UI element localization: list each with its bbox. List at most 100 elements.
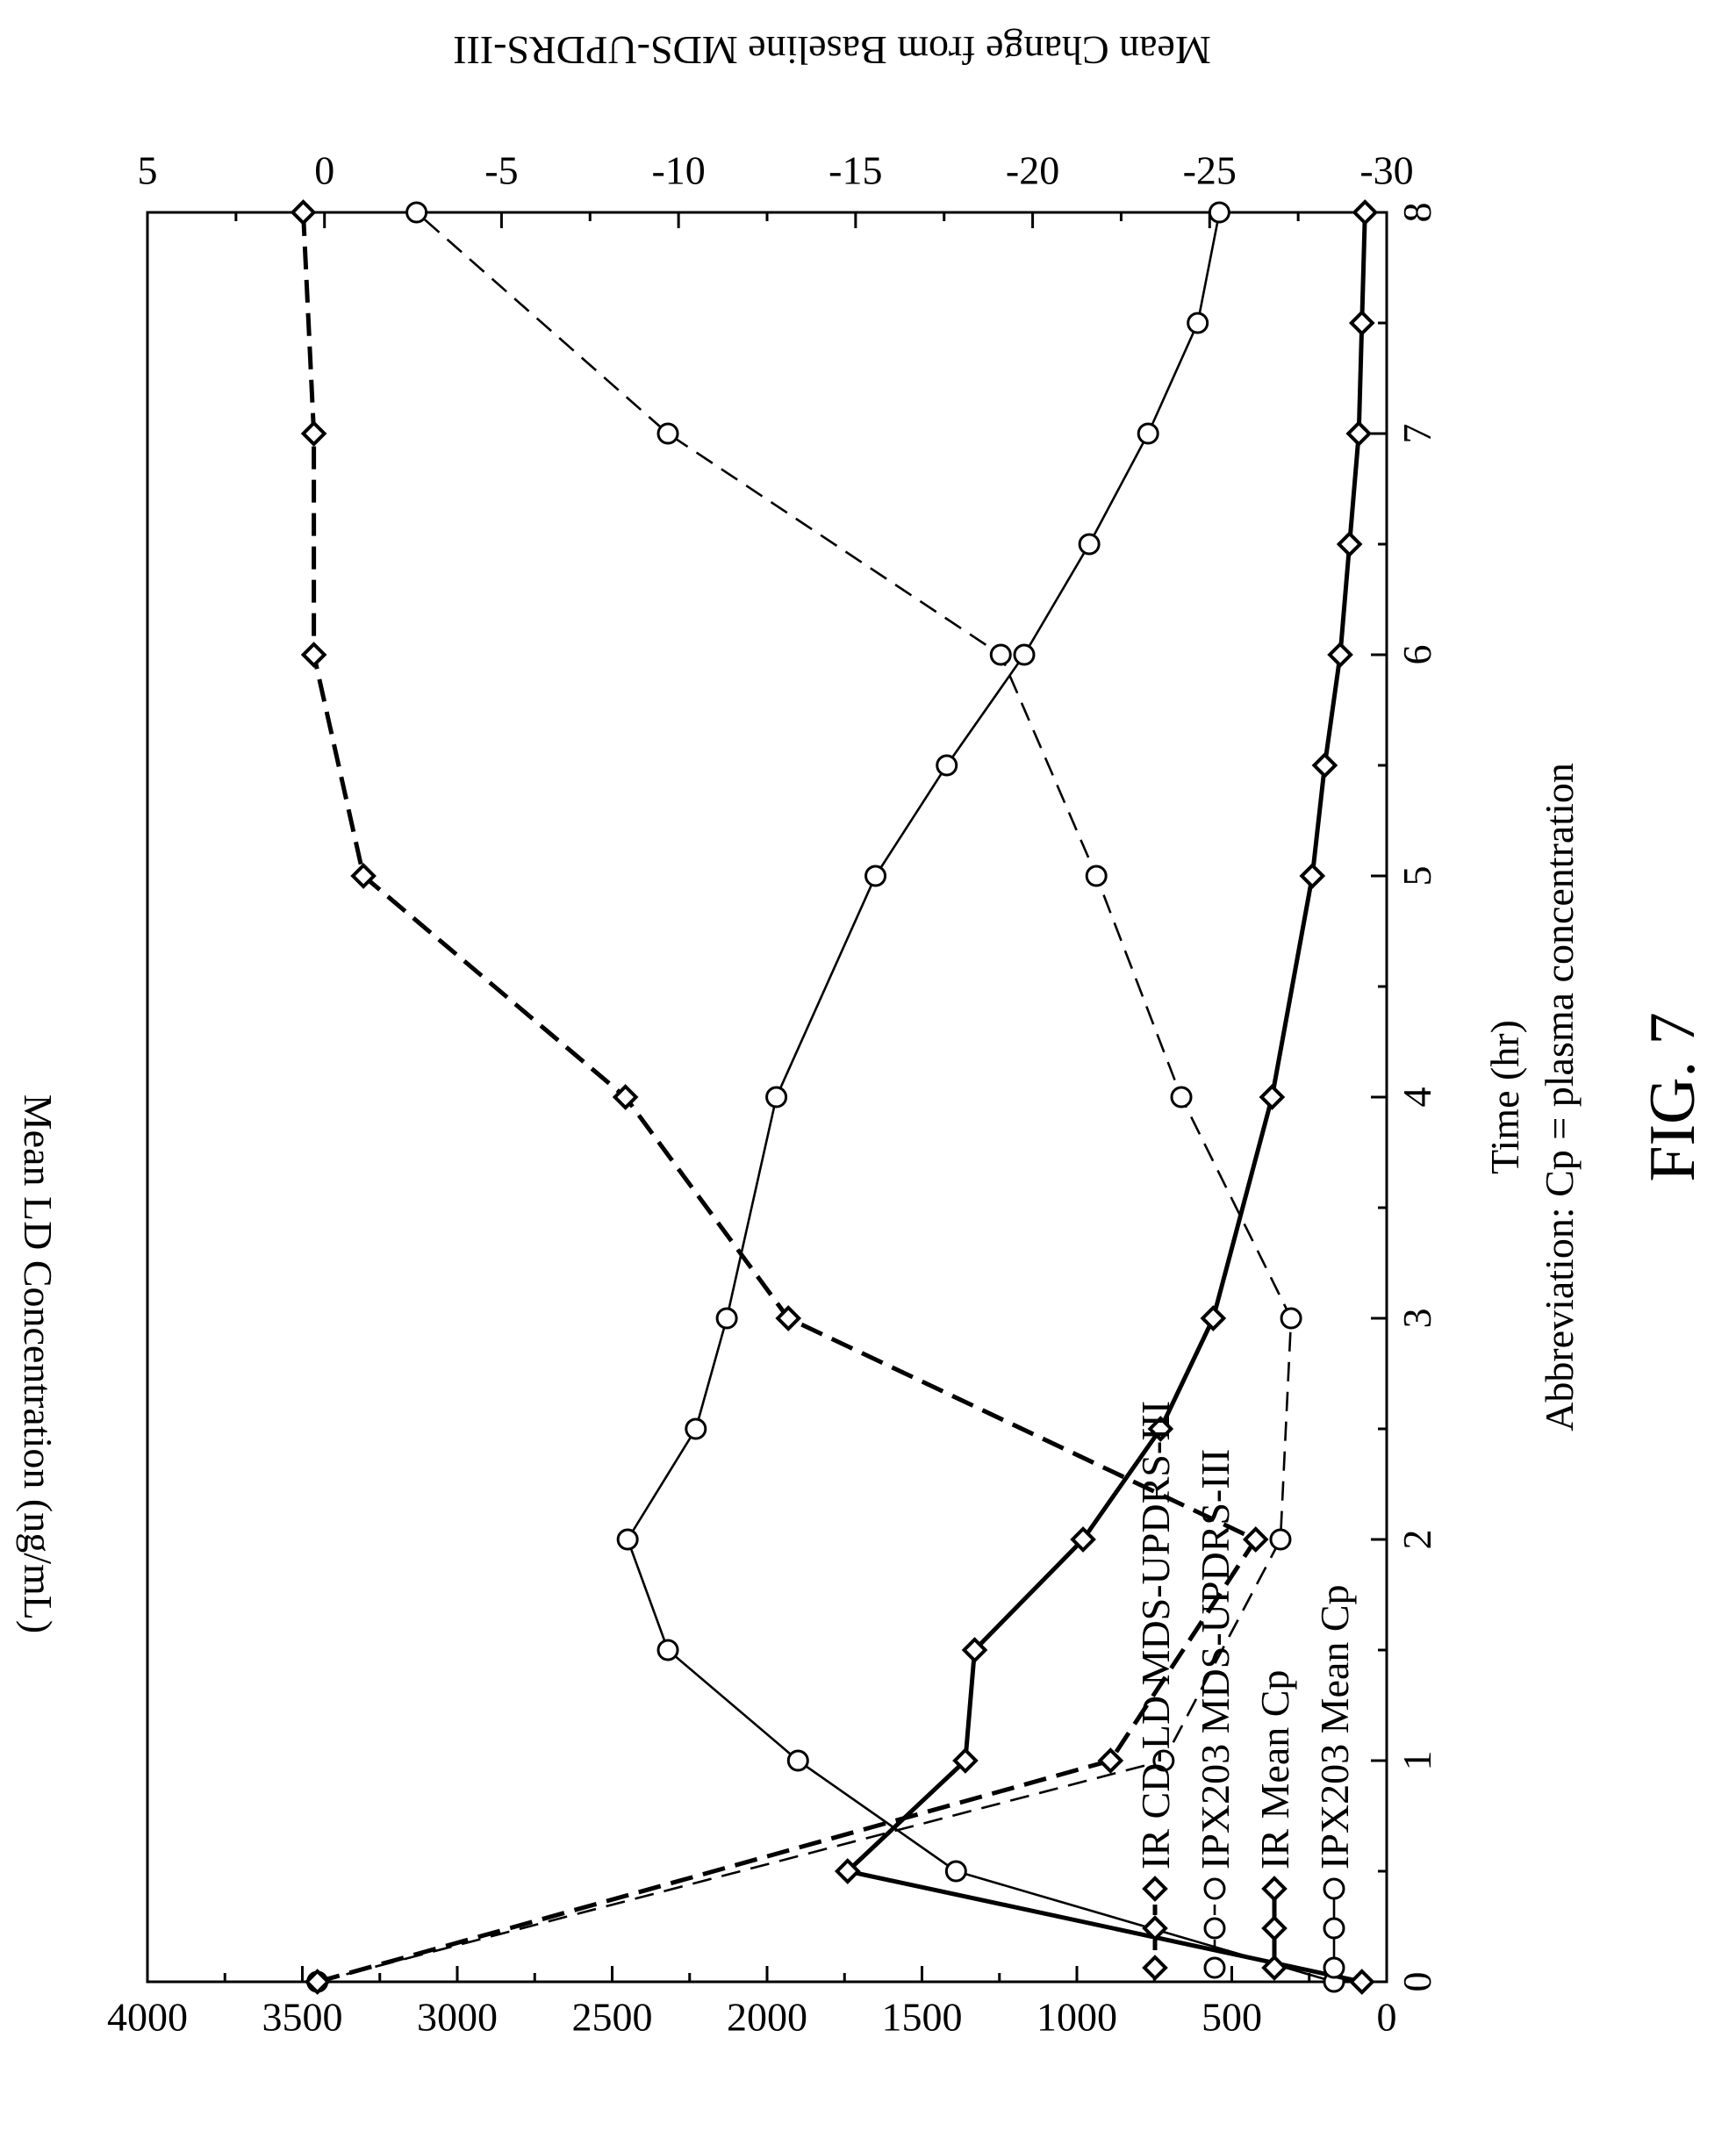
series-3 — [290, 199, 1269, 1995]
x-tick-label: 1 — [1395, 1751, 1439, 1771]
legend-label: IR Mean Cp — [1252, 1670, 1297, 1869]
data-point — [1097, 1747, 1124, 1774]
y-tick-label: 4000 — [107, 1995, 188, 2040]
y-tick-label: 3000 — [417, 1995, 498, 2040]
legend-marker — [1323, 1956, 1345, 1979]
data-point — [1352, 199, 1379, 226]
data-point — [775, 1305, 802, 1331]
data-point — [936, 754, 958, 777]
x-tick-label: 8 — [1395, 203, 1439, 223]
legend-label: IR CD-LD MDS-UPDRS-III — [1133, 1401, 1178, 1869]
data-point — [685, 1417, 707, 1440]
y2-tick-label: -5 — [484, 148, 518, 193]
data-point — [1311, 752, 1338, 778]
y2-tick-labels: 5 0 -5 -10 -15 -20 -25 -30 — [138, 148, 1414, 193]
data-point — [786, 1749, 809, 1772]
data-point — [300, 420, 327, 447]
x-tick-label: 3 — [1395, 1309, 1439, 1329]
data-point — [1299, 863, 1326, 889]
y-tick-label: 2500 — [572, 1995, 653, 2040]
x-tick-label: 4 — [1395, 1087, 1439, 1108]
x-tick-label: 6 — [1395, 645, 1439, 665]
data-point — [1078, 533, 1101, 556]
data-point — [1242, 1526, 1269, 1553]
y2-tick-label: -25 — [1183, 148, 1237, 193]
y-tick-label: 1500 — [882, 1995, 963, 2040]
y2-tick-label: -15 — [829, 148, 882, 193]
legend-marker — [1203, 1917, 1226, 1940]
legend-label: IPX203 MDS-UPDRS-III — [1193, 1449, 1237, 1869]
data-point — [612, 1084, 639, 1110]
data-point — [864, 865, 887, 887]
series-layer — [290, 199, 1379, 1995]
data-point — [1147, 1416, 1174, 1442]
y-tick-label: 3500 — [262, 1995, 343, 2040]
figure-label: FIG. 7 — [1637, 1012, 1709, 1181]
data-point — [290, 199, 317, 226]
y2-tick-label: -30 — [1359, 148, 1413, 193]
x-tick-label: 7 — [1395, 424, 1439, 444]
data-point — [1085, 865, 1108, 887]
y-tick-label: 500 — [1202, 1995, 1262, 2040]
x-axis-title: Time (hr) — [1482, 1020, 1527, 1174]
data-point — [1070, 1526, 1096, 1553]
legend-label: IPX203 Mean Cp — [1312, 1584, 1357, 1869]
y2-tick-label: 0 — [314, 148, 334, 193]
legend-marker — [1203, 1877, 1226, 1900]
legend-marker — [1261, 1955, 1288, 1981]
data-point — [1348, 310, 1375, 336]
series-1 — [834, 199, 1379, 1995]
legend-marker — [1142, 1955, 1168, 1981]
data-point — [1152, 1749, 1175, 1772]
data-point — [405, 201, 428, 224]
data-point — [715, 1307, 738, 1330]
data-point — [1137, 422, 1159, 445]
y2-tick-label: -20 — [1006, 148, 1059, 193]
y2-tick-label: 5 — [138, 148, 158, 193]
legend-marker — [1203, 1956, 1226, 1979]
data-point — [656, 422, 679, 445]
legend-marker — [1261, 1915, 1288, 1941]
abbreviation-note: Abbreviation: Cp = plasma concentration — [1537, 763, 1582, 1431]
legend-marker — [1142, 1915, 1168, 1941]
data-point — [1327, 642, 1353, 668]
data-point — [952, 1747, 979, 1774]
legend-marker — [1323, 1917, 1345, 1940]
data-point — [1345, 420, 1373, 447]
data-point — [1208, 201, 1230, 224]
y2-tick-label: -10 — [651, 148, 705, 193]
y2-axis-title: Mean Change from Baseline MDS-UPDRS-III — [453, 28, 1211, 73]
data-point — [1170, 1086, 1193, 1109]
legend-marker — [1261, 1876, 1288, 1902]
data-point — [961, 1637, 988, 1663]
data-point — [616, 1528, 639, 1551]
data-point — [1200, 1305, 1227, 1331]
series-0 — [616, 201, 1345, 1993]
y-tick-label: 1000 — [1037, 1995, 1117, 2040]
data-point — [944, 1860, 967, 1883]
data-point — [1280, 1307, 1302, 1330]
y-axis-title: Mean LD Concentration (ng/mL) — [16, 1094, 61, 1633]
data-point — [1187, 312, 1209, 334]
data-point — [300, 642, 327, 668]
data-point — [656, 1639, 679, 1661]
data-point — [765, 1086, 788, 1109]
y-tick-label: 0 — [1377, 1995, 1397, 2040]
data-point — [834, 1858, 861, 1884]
y-tick-labels: 0 500 1000 1500 2000 2500 3000 3500 4000 — [107, 1995, 1397, 2040]
data-point — [1336, 531, 1363, 557]
x-tick-labels: 0 1 2 3 4 5 6 7 8 — [1395, 203, 1439, 1992]
data-point — [1013, 643, 1036, 666]
data-point — [1348, 1969, 1375, 1995]
legend-marker — [1323, 1877, 1345, 1900]
data-point — [304, 1969, 331, 1995]
legend-marker — [1142, 1876, 1168, 1902]
y-tick-label: 2000 — [727, 1995, 807, 2040]
data-point — [350, 863, 377, 889]
data-point — [1259, 1084, 1286, 1110]
x-tick-label: 0 — [1395, 1972, 1439, 1992]
legend: IPX203 Mean Cp IR Mean Cp IPX203 MDS-UPDRS… — [1133, 1401, 1357, 1981]
x-tick-label: 5 — [1395, 866, 1439, 886]
data-point — [989, 643, 1012, 666]
